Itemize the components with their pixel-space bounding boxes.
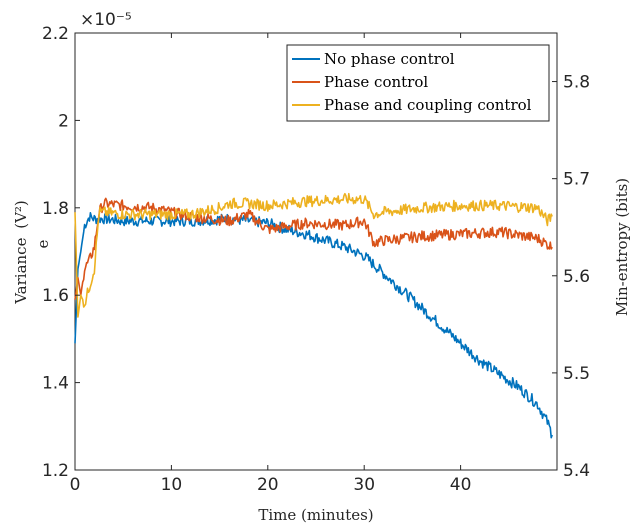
y-left-tick-label: 1.4 [42,374,69,394]
series-line-3 [74,192,553,318]
y-right-tick-label: 5.6 [563,267,590,287]
y-right-tick-label: 5.8 [563,73,590,93]
y-right-tick-label: 5.4 [563,461,590,481]
legend-label: Phase control [324,73,428,91]
y-right-tick-label: 5.7 [563,170,590,190]
y-axis-left-label: Variance [12,237,30,304]
y-left-tick-label: 1.2 [42,461,69,481]
axes-layer: 0 10 20 30 40 1.2 1.4 1.6 1.8 2 2.2 5.4 5.5 5.6 5.7 5.8 [42,24,590,495]
x-tick-label: 20 [257,475,279,495]
x-tick-label: 40 [450,475,472,495]
legend-box [286,44,550,122]
y-left-tick-label: 2 [58,111,69,131]
y-axis-left-label-expr: (V²) [12,200,30,229]
left-scale-exponent: ×10⁻⁵ [80,10,132,30]
legend: No phase control Phase control Phase and c… [286,44,550,122]
plot-frame [74,32,558,471]
y-left-tick-label: 1.8 [42,199,69,219]
y-axis-right-label: Min-entropy (bits) [613,178,631,316]
series-layer [74,192,553,439]
svg-text:Variance (V²): Variance (V²) [12,200,30,305]
y-axis-left-label-group: Variance (V²) [12,200,30,305]
x-axis-label: Time (minutes) [258,506,373,524]
legend-label: No phase control [324,50,455,68]
y-axis-left-stray-label: e [34,239,52,248]
x-tick-label: 10 [161,475,183,495]
y-right-tick-label: 5.5 [563,364,590,384]
y-left-tick-label: 1.6 [42,286,69,306]
x-tick-label: 30 [353,475,375,495]
y-left-tick-label: 2.2 [42,24,69,44]
series-line-1 [74,212,553,439]
x-tick-label: 0 [70,475,81,495]
legend-label: Phase and coupling control [324,96,532,114]
